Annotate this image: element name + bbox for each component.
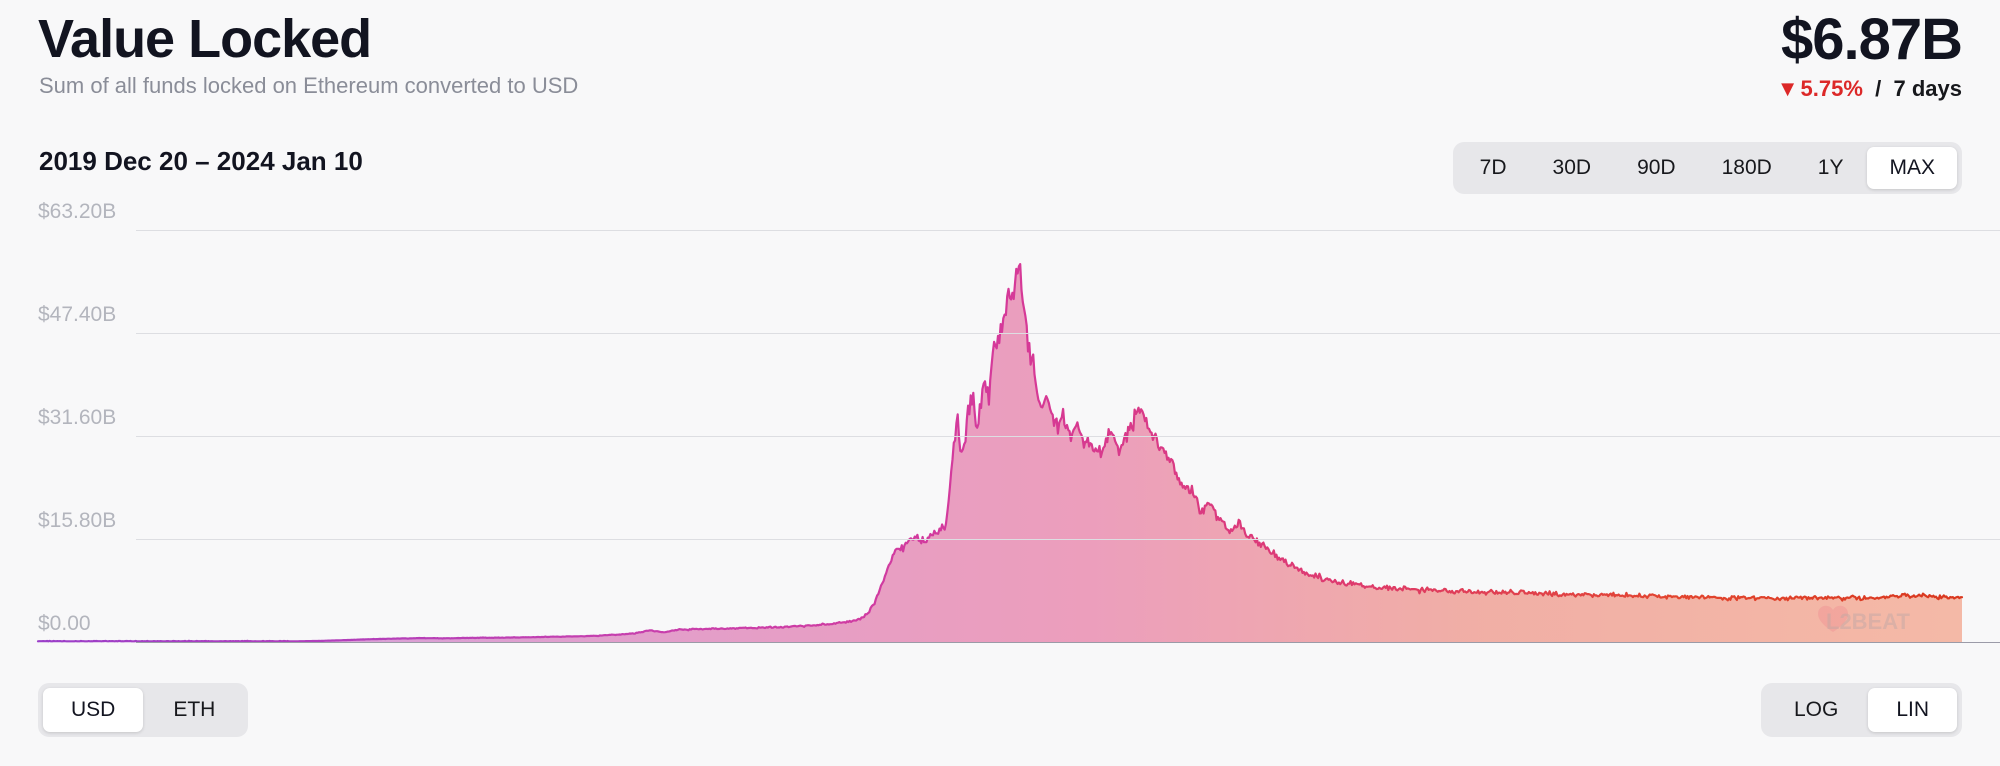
svg-text:L2BEAT: L2BEAT [1826, 609, 1910, 634]
